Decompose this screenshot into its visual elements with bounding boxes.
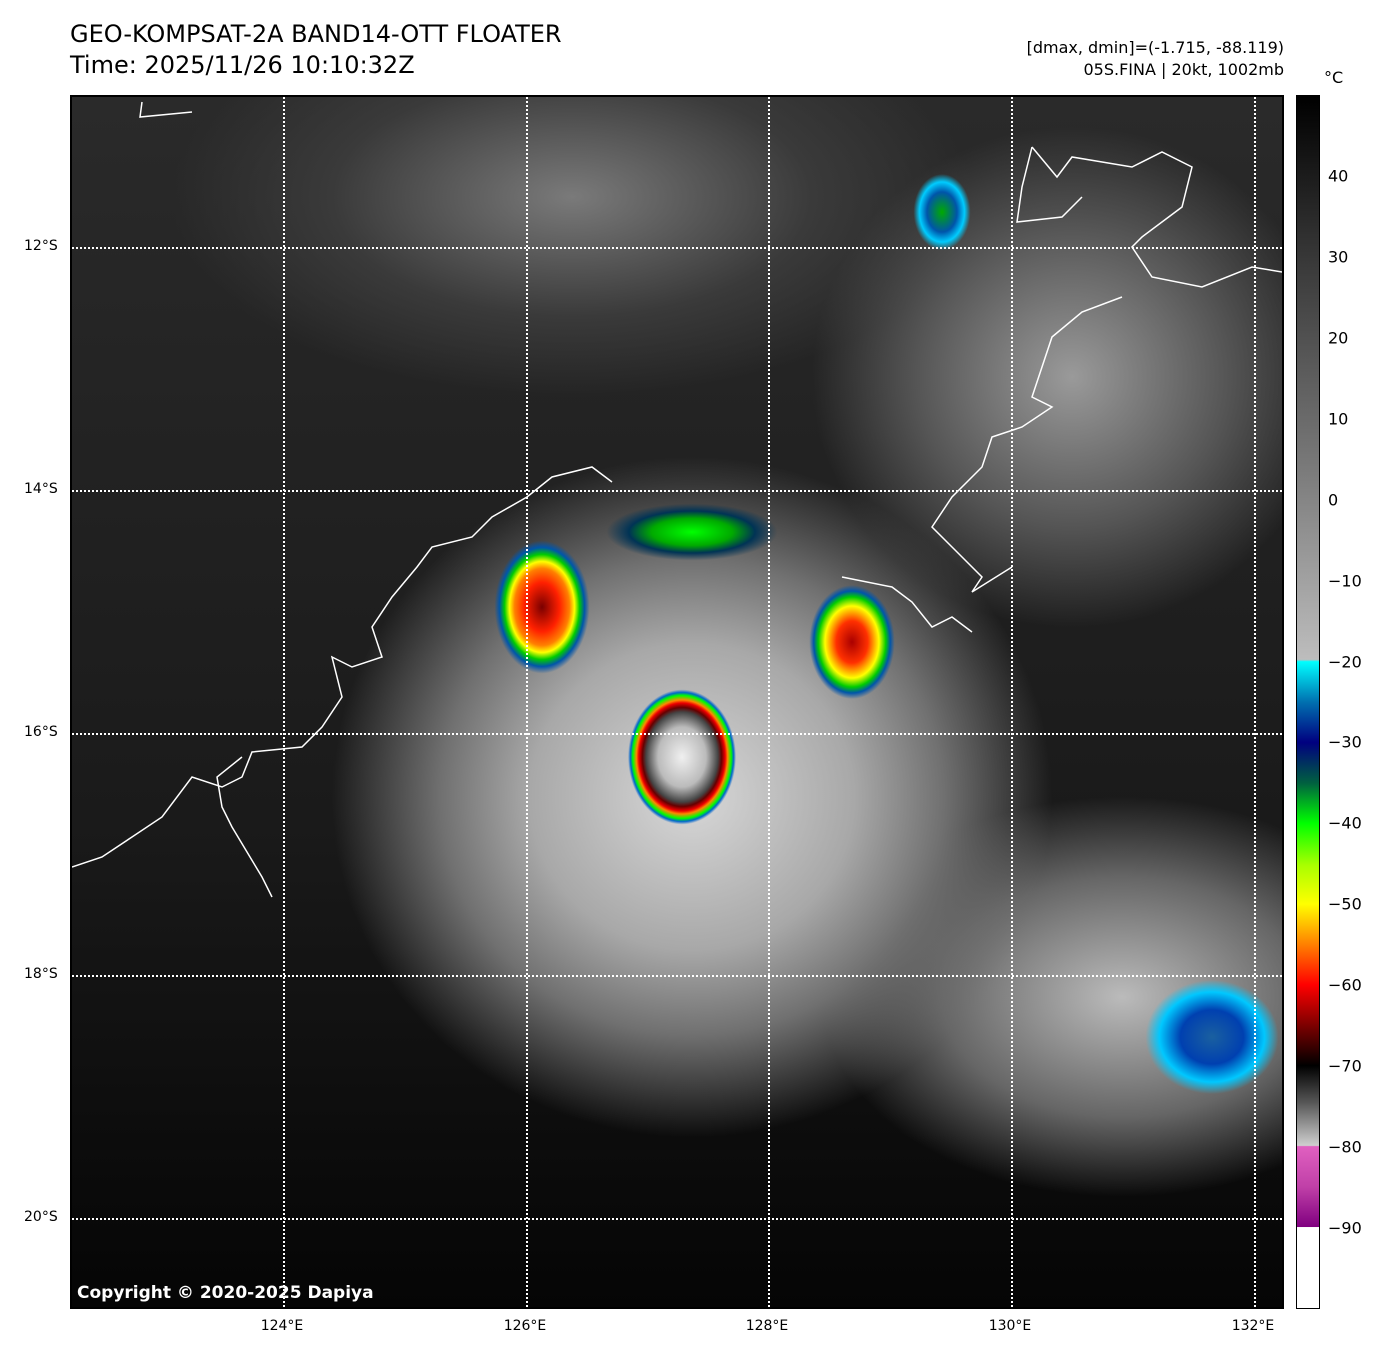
colorbar-tick-label: 10 bbox=[1328, 409, 1349, 429]
lat-label: 16°S bbox=[24, 724, 58, 740]
colorbar-tick-label: 30 bbox=[1328, 247, 1349, 267]
colorbar-tick-label: −10 bbox=[1328, 571, 1362, 591]
gridline-126e bbox=[526, 97, 528, 1307]
colorbar-tick-label: −20 bbox=[1328, 652, 1362, 672]
chart-title: GEO-KOMPSAT-2A BAND14-OTT FLOATER bbox=[70, 20, 562, 48]
colorbar-tick-label: −40 bbox=[1328, 813, 1362, 833]
lat-label: 12°S bbox=[24, 238, 58, 254]
gridline-14s bbox=[72, 490, 1282, 492]
colorbar bbox=[1296, 95, 1320, 1309]
lat-label: 14°S bbox=[24, 481, 58, 497]
colorbar-tick-label: 40 bbox=[1328, 166, 1349, 186]
timestamp: Time: 2025/11/26 10:10:32Z bbox=[70, 51, 415, 79]
lat-label: 20°S bbox=[24, 1209, 58, 1225]
gridline-128e bbox=[768, 97, 770, 1307]
satellite-map: Copyright © 2020-2025 Dapiya bbox=[70, 95, 1284, 1309]
colorbar-unit: °C bbox=[1324, 68, 1344, 87]
gridline-130e bbox=[1011, 97, 1013, 1307]
gridline-124e bbox=[283, 97, 285, 1307]
lon-label: 128°E bbox=[745, 1318, 789, 1334]
colorbar-tick-label: −60 bbox=[1328, 975, 1362, 995]
colorbar-tick-label: 20 bbox=[1328, 328, 1349, 348]
gridline-20s bbox=[72, 1218, 1282, 1220]
colorbar-tick-label: −70 bbox=[1328, 1056, 1362, 1076]
data-range: [dmax, dmin]=(-1.715, -88.119) bbox=[1026, 38, 1284, 57]
gridline-12s bbox=[72, 247, 1282, 249]
gridline-18s bbox=[72, 975, 1282, 977]
coastlines bbox=[72, 101, 1282, 898]
gridline-16s bbox=[72, 733, 1282, 735]
colorbar-tick-label: 0 bbox=[1328, 490, 1339, 510]
colorbar-tick-label: −90 bbox=[1328, 1218, 1362, 1238]
lon-label: 130°E bbox=[988, 1318, 1032, 1334]
storm-info: 05S.FINA | 20kt, 1002mb bbox=[1083, 60, 1284, 79]
lon-label: 132°E bbox=[1231, 1318, 1275, 1334]
colorbar-tick-label: −80 bbox=[1328, 1137, 1362, 1157]
copyright: Copyright © 2020-2025 Dapiya bbox=[77, 1283, 374, 1303]
lat-label: 18°S bbox=[24, 966, 58, 982]
lon-label: 124°E bbox=[260, 1318, 304, 1334]
colorbar-tick-label: −30 bbox=[1328, 732, 1362, 752]
lon-label: 126°E bbox=[503, 1318, 547, 1334]
colorbar-tick-label: −50 bbox=[1328, 894, 1362, 914]
gridline-132e bbox=[1254, 97, 1256, 1307]
